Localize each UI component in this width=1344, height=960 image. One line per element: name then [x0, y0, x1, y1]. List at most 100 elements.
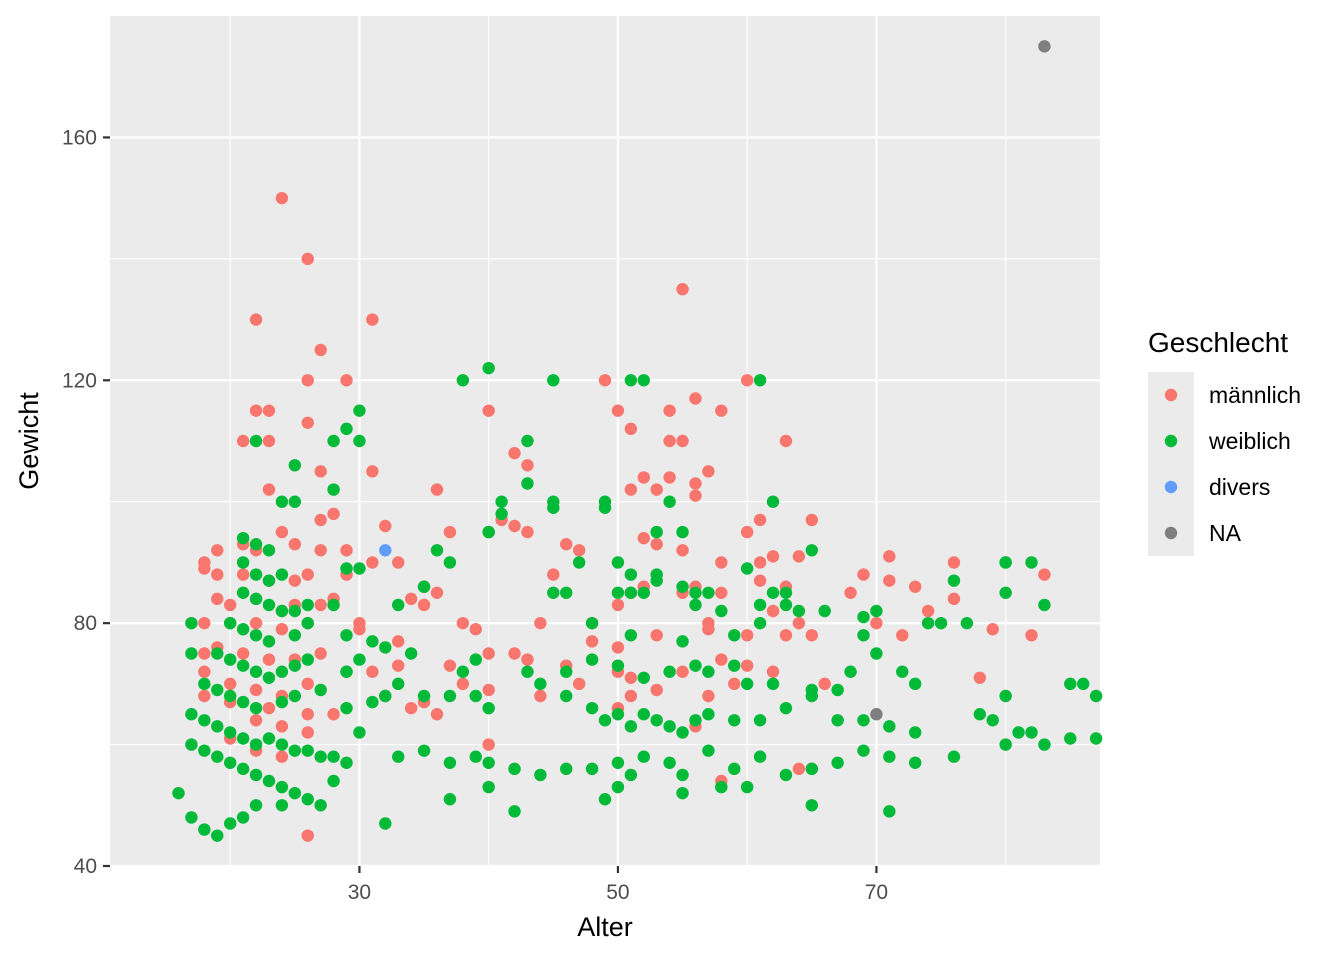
point-weiblich: [249, 592, 263, 606]
point-weiblich: [1064, 732, 1077, 745]
point-weiblich: [805, 762, 818, 776]
point-weiblich: [211, 647, 224, 660]
point-m-nnlich: [262, 404, 276, 417]
point-weiblich: [249, 738, 263, 751]
point-weiblich: [275, 568, 289, 581]
point-weiblich: [340, 562, 353, 575]
point-weiblich: [637, 708, 650, 721]
point-m-nnlich: [275, 720, 289, 733]
point-weiblich: [198, 744, 211, 757]
point-weiblich: [249, 629, 263, 642]
point-m-nnlich: [753, 556, 767, 569]
point-weiblich: [715, 780, 728, 794]
y-axis-title: Gewicht: [14, 392, 44, 490]
point-weiblich: [650, 574, 663, 587]
point-m-nnlich: [611, 641, 625, 654]
point-m-nnlich: [715, 556, 728, 569]
point-weiblich: [379, 817, 392, 830]
point-weiblich: [624, 374, 638, 387]
point-weiblich: [262, 574, 276, 587]
point-m-nnlich: [844, 586, 857, 599]
point-weiblich: [624, 720, 638, 733]
point-weiblich: [1038, 598, 1051, 612]
point-weiblich: [249, 799, 263, 812]
point-m-nnlich: [521, 459, 534, 472]
point-weiblich: [676, 580, 689, 593]
point-m-nnlich: [650, 683, 663, 697]
point-weiblich: [353, 434, 366, 448]
point-weiblich: [198, 677, 211, 691]
point-divers: [379, 544, 392, 557]
point-weiblich: [611, 556, 625, 569]
point-weiblich: [223, 653, 237, 666]
point-m-nnlich: [379, 519, 392, 533]
point-m-nnlich: [340, 544, 353, 557]
point-m-nnlich: [314, 343, 327, 357]
point-m-nnlich: [314, 598, 327, 612]
legend-title: Geschlecht: [1148, 327, 1288, 358]
point-weiblich: [908, 756, 922, 769]
point-weiblich: [495, 495, 508, 508]
point-weiblich: [960, 616, 974, 630]
point-weiblich: [831, 683, 844, 697]
point-weiblich: [211, 750, 224, 763]
point-weiblich: [598, 793, 612, 806]
point-m-nnlich: [392, 659, 405, 672]
point-weiblich: [624, 629, 638, 642]
legend-key-weiblich: [1164, 434, 1178, 448]
point-weiblich: [676, 786, 689, 800]
point-weiblich: [301, 744, 314, 757]
point-weiblich: [999, 586, 1012, 599]
point-weiblich: [249, 768, 263, 782]
point-m-nnlich: [211, 568, 224, 581]
y-tick-label: 160: [62, 126, 97, 149]
point-weiblich: [702, 744, 715, 757]
point-m-nnlich: [223, 598, 237, 612]
point-weiblich: [740, 780, 754, 794]
point-weiblich: [779, 768, 793, 782]
point-weiblich: [327, 750, 340, 763]
point-weiblich: [288, 604, 302, 618]
point-weiblich: [1089, 732, 1103, 745]
point-weiblich: [288, 744, 302, 757]
point-m-nnlich: [223, 677, 237, 691]
point-m-nnlich: [986, 623, 999, 636]
point-weiblich: [728, 762, 741, 776]
legend-key-na: [1164, 526, 1178, 540]
point-m-nnlich: [663, 404, 676, 417]
point-weiblich: [792, 604, 806, 618]
x-tick-label: 70: [865, 881, 888, 904]
legend-key-m-nnlich: [1164, 388, 1178, 402]
point-weiblich: [611, 756, 625, 769]
point-weiblich: [262, 598, 276, 612]
point-m-nnlich: [572, 677, 586, 691]
point-weiblich: [223, 689, 237, 703]
point-na: [1038, 40, 1051, 53]
point-weiblich: [818, 604, 831, 618]
point-m-nnlich: [792, 762, 806, 776]
point-weiblich: [973, 708, 987, 721]
point-m-nnlich: [288, 538, 302, 551]
point-weiblich: [366, 695, 379, 709]
point-m-nnlich: [327, 708, 340, 721]
point-weiblich: [857, 610, 870, 624]
point-weiblich: [676, 768, 689, 782]
point-weiblich: [482, 701, 495, 715]
point-weiblich: [728, 714, 741, 727]
point-weiblich: [715, 604, 728, 618]
point-m-nnlich: [198, 562, 211, 575]
point-m-nnlich: [547, 568, 560, 581]
point-m-nnlich: [702, 689, 715, 703]
point-m-nnlich: [301, 252, 314, 266]
point-m-nnlich: [611, 404, 625, 417]
point-weiblich: [1038, 738, 1051, 751]
point-m-nnlich: [482, 738, 495, 751]
point-m-nnlich: [482, 683, 495, 697]
point-m-nnlich: [275, 750, 289, 763]
point-weiblich: [469, 653, 482, 666]
legend-label-na: NA: [1209, 520, 1242, 546]
point-weiblich: [1025, 556, 1038, 569]
point-m-nnlich: [262, 434, 276, 448]
point-weiblich: [1076, 677, 1090, 691]
point-m-nnlich: [663, 434, 676, 448]
